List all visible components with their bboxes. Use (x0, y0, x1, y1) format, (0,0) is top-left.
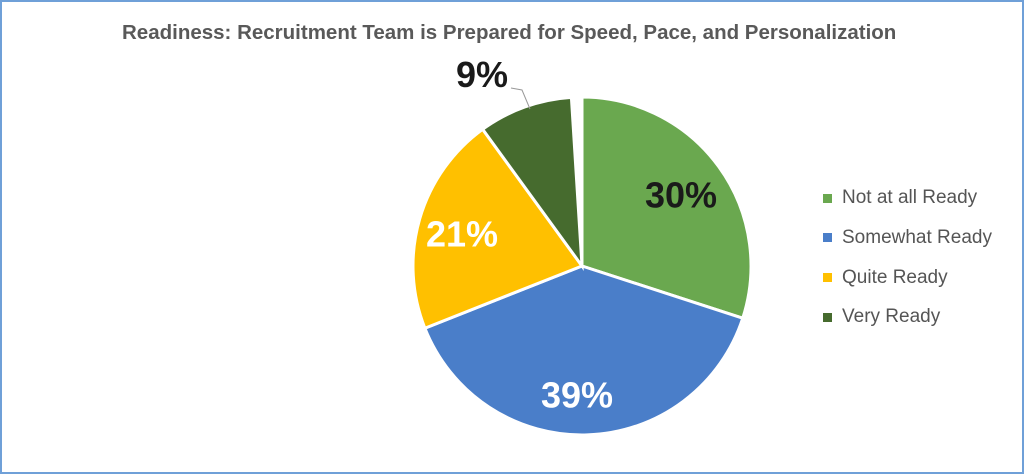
svg-text:9%: 9% (456, 54, 508, 95)
svg-text:30%: 30% (645, 175, 717, 216)
svg-text:21%: 21% (426, 214, 498, 255)
svg-text:39%: 39% (541, 375, 613, 416)
